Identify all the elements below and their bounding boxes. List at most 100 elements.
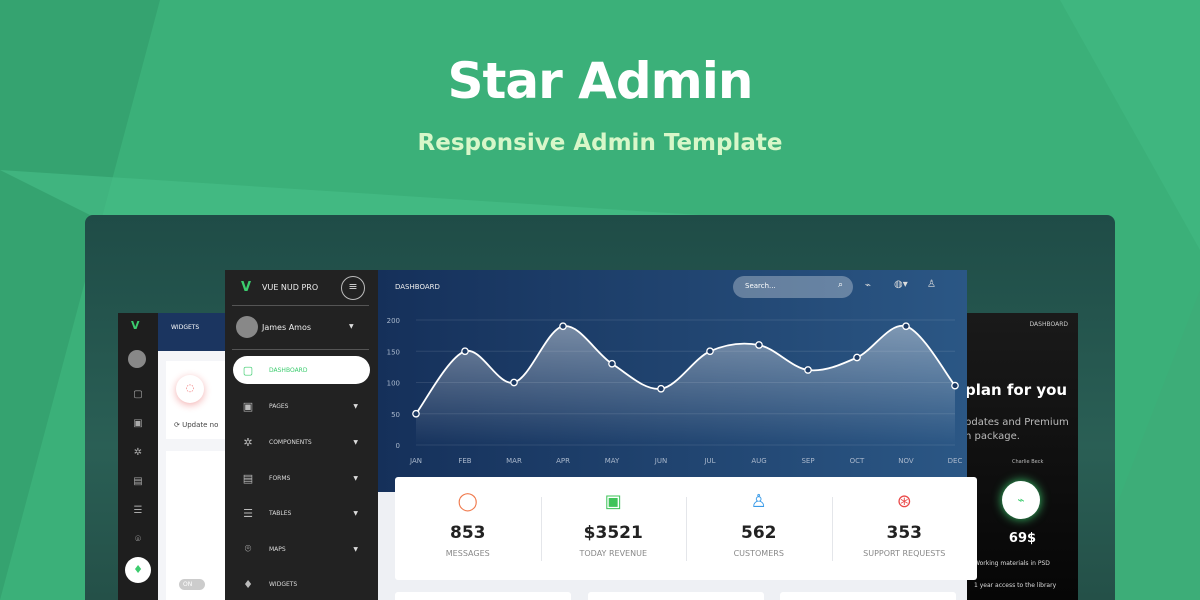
- stat-value: 353: [886, 523, 923, 543]
- chart-line: [415, 324, 956, 415]
- search-icon[interactable]: ⌕: [837, 280, 843, 290]
- data-point: [559, 322, 567, 331]
- pricing-small: Charlie Beck: [1012, 459, 1044, 465]
- stat-label: MESSAGES: [445, 549, 490, 558]
- lifebuoy-icon: ⊛: [896, 491, 912, 512]
- x-tick-label: OCT: [850, 457, 865, 465]
- sidebar-item-maps[interactable]: ⌾ MAPS ▼: [233, 535, 370, 563]
- x-tick-label: JUN: [654, 457, 667, 465]
- stat-value: 853: [450, 523, 486, 543]
- pricing-heading: plan for you: [967, 381, 1068, 399]
- data-point: [657, 384, 665, 393]
- sidebar-item-widgets[interactable]: ♦ WIDGETS: [233, 570, 370, 598]
- stat-support: ⊛ 353 SUPPORT REQUESTS: [831, 477, 978, 580]
- pulse-icon[interactable]: ⌁: [1002, 481, 1040, 519]
- pricing-desc-2: n package.: [967, 431, 1020, 442]
- caret-down-icon: ▼: [353, 545, 358, 553]
- form-icon: ▤: [242, 471, 254, 485]
- search-placeholder: Search...: [745, 282, 776, 290]
- feature-item: 1 year access to the library: [974, 582, 1057, 589]
- x-tick-label: JAN: [409, 457, 422, 465]
- user-name[interactable]: James Amos: [262, 323, 312, 332]
- y-tick-label: 50: [391, 411, 400, 419]
- sidebar-item-components[interactable]: ✲ COMPONENTS ▼: [233, 428, 370, 456]
- y-tick-label: 150: [387, 348, 400, 356]
- caret-down-icon[interactable]: ▼: [349, 323, 354, 330]
- data-point: [461, 347, 469, 356]
- mini-header: WIDGETS: [158, 313, 230, 351]
- pricing-header: DASHBOARD: [1029, 321, 1068, 328]
- map-pin-icon: ⌾: [244, 542, 252, 555]
- stat-label: TODAY REVENUE: [579, 549, 648, 558]
- y-tick-label: 100: [387, 380, 400, 388]
- diamond-icon: ♦: [243, 577, 253, 591]
- sidebar-item-pages[interactable]: ▣ PAGES ▼: [233, 392, 370, 420]
- stats-card: ◯ 853 MESSAGES ▣ $3521 TODAY REVENUE ♙ 562 CUS…: [395, 477, 977, 580]
- widgets-preview: V ▢ ▣ ✲ ▤ ☰ ⌾ ♦ WIDGETS ◌ ⟳ Update no ON: [118, 313, 230, 600]
- preview-stage: V ▢ ▣ ✲ ▤ ☰ ⌾ ♦ WIDGETS ◌ ⟳ Update no ON…: [85, 215, 1115, 600]
- x-tick-label: MAR: [506, 457, 522, 465]
- update-label: Update no: [182, 421, 219, 429]
- line-chart: 0 50 100 150 200 JAN FEB MAR APR MAY JUN JUL AUG SEP O…: [387, 317, 963, 465]
- pricing-preview: DASHBOARD plan for you pdates and Premiu…: [967, 313, 1078, 600]
- menu-toggle-icon[interactable]: ≡: [341, 276, 365, 300]
- data-point: [412, 409, 420, 418]
- cube-icon[interactable]: ▢: [133, 389, 143, 400]
- stat-customers: ♙ 562 CUSTOMERS: [686, 477, 832, 580]
- image-icon[interactable]: ▣: [133, 418, 143, 429]
- atom-icon: ✲: [243, 435, 253, 449]
- data-point: [853, 353, 861, 362]
- dashboard-header: DASHBOARD Search... ⌕ ⌁ ◍▾ ♙ 0 50 100 150 200…: [378, 270, 967, 492]
- sidebar-item-label: WIDGETS: [269, 580, 298, 588]
- banner-subtitle: Responsive Admin Template: [417, 130, 783, 156]
- data-point: [755, 341, 763, 349]
- widget-card: ◌ ⟳ Update no: [166, 361, 230, 439]
- stat-value: $3521: [583, 523, 643, 543]
- brand-name: VUE NUD PRO: [262, 283, 319, 292]
- sidebar-item-label: MAPS: [269, 545, 286, 553]
- x-tick-label: APR: [556, 457, 570, 465]
- activity-icon[interactable]: ⌁: [865, 280, 872, 291]
- vue-logo-icon: V: [241, 280, 252, 295]
- caret-down-icon: ▼: [353, 474, 358, 482]
- main-content: DASHBOARD Search... ⌕ ⌁ ◍▾ ♙ 0 50 100 150 200…: [378, 270, 977, 600]
- y-tick-label: 0: [396, 442, 400, 450]
- x-tick-label: NOV: [898, 457, 914, 465]
- data-point: [706, 347, 714, 356]
- sidebar-item-tables[interactable]: ☰ TABLES ▼: [233, 499, 370, 527]
- x-tick-label: MAY: [605, 457, 620, 465]
- price: 69$: [1008, 531, 1037, 546]
- sidebar-item-label: COMPONENTS: [269, 438, 312, 446]
- search-input[interactable]: Search... ⌕: [733, 276, 853, 298]
- chat-icon: ◌: [176, 375, 204, 403]
- banner-title: Star Admin: [447, 52, 753, 110]
- caret-down-icon: ▼: [353, 402, 358, 410]
- diamond-icon[interactable]: ♦: [125, 557, 151, 583]
- image-icon: ▣: [242, 399, 254, 413]
- form-icon[interactable]: ▤: [133, 476, 143, 487]
- data-point: [608, 359, 616, 368]
- avatar: [236, 316, 258, 338]
- user-icon[interactable]: ♙: [927, 279, 936, 290]
- stat-messages: ◯ 853 MESSAGES: [395, 477, 541, 580]
- data-point: [510, 378, 518, 387]
- user-icon: ♙: [750, 491, 767, 512]
- list-icon[interactable]: ☰: [133, 505, 143, 516]
- pricing-desc: pdates and Premium: [967, 417, 1069, 428]
- sidebar: V VUE NUD PRO ≡ James Amos ▼ ▢ DASHBOARD …: [225, 270, 378, 600]
- toggle-switch[interactable]: ON: [179, 579, 205, 590]
- list-icon: ☰: [243, 506, 253, 520]
- money-icon: ▣: [604, 491, 622, 512]
- x-tick-label: DEC: [948, 457, 963, 465]
- map-pin-icon[interactable]: ⌾: [135, 534, 141, 545]
- atom-icon[interactable]: ✲: [133, 447, 143, 458]
- chat-icon: ◯: [457, 491, 478, 512]
- globe-icon[interactable]: ◍▾: [894, 279, 908, 290]
- stat-revenue: ▣ $3521 TODAY REVENUE: [540, 477, 687, 580]
- sidebar-item-forms[interactable]: ▤ FORMS ▼: [233, 464, 370, 492]
- sub-card: [780, 592, 956, 600]
- stat-label: CUSTOMERS: [733, 549, 784, 558]
- mini-sidebar: V ▢ ▣ ✲ ▤ ☰ ⌾ ♦: [118, 313, 158, 600]
- sidebar-item-dashboard[interactable]: ▢ DASHBOARD: [233, 356, 370, 384]
